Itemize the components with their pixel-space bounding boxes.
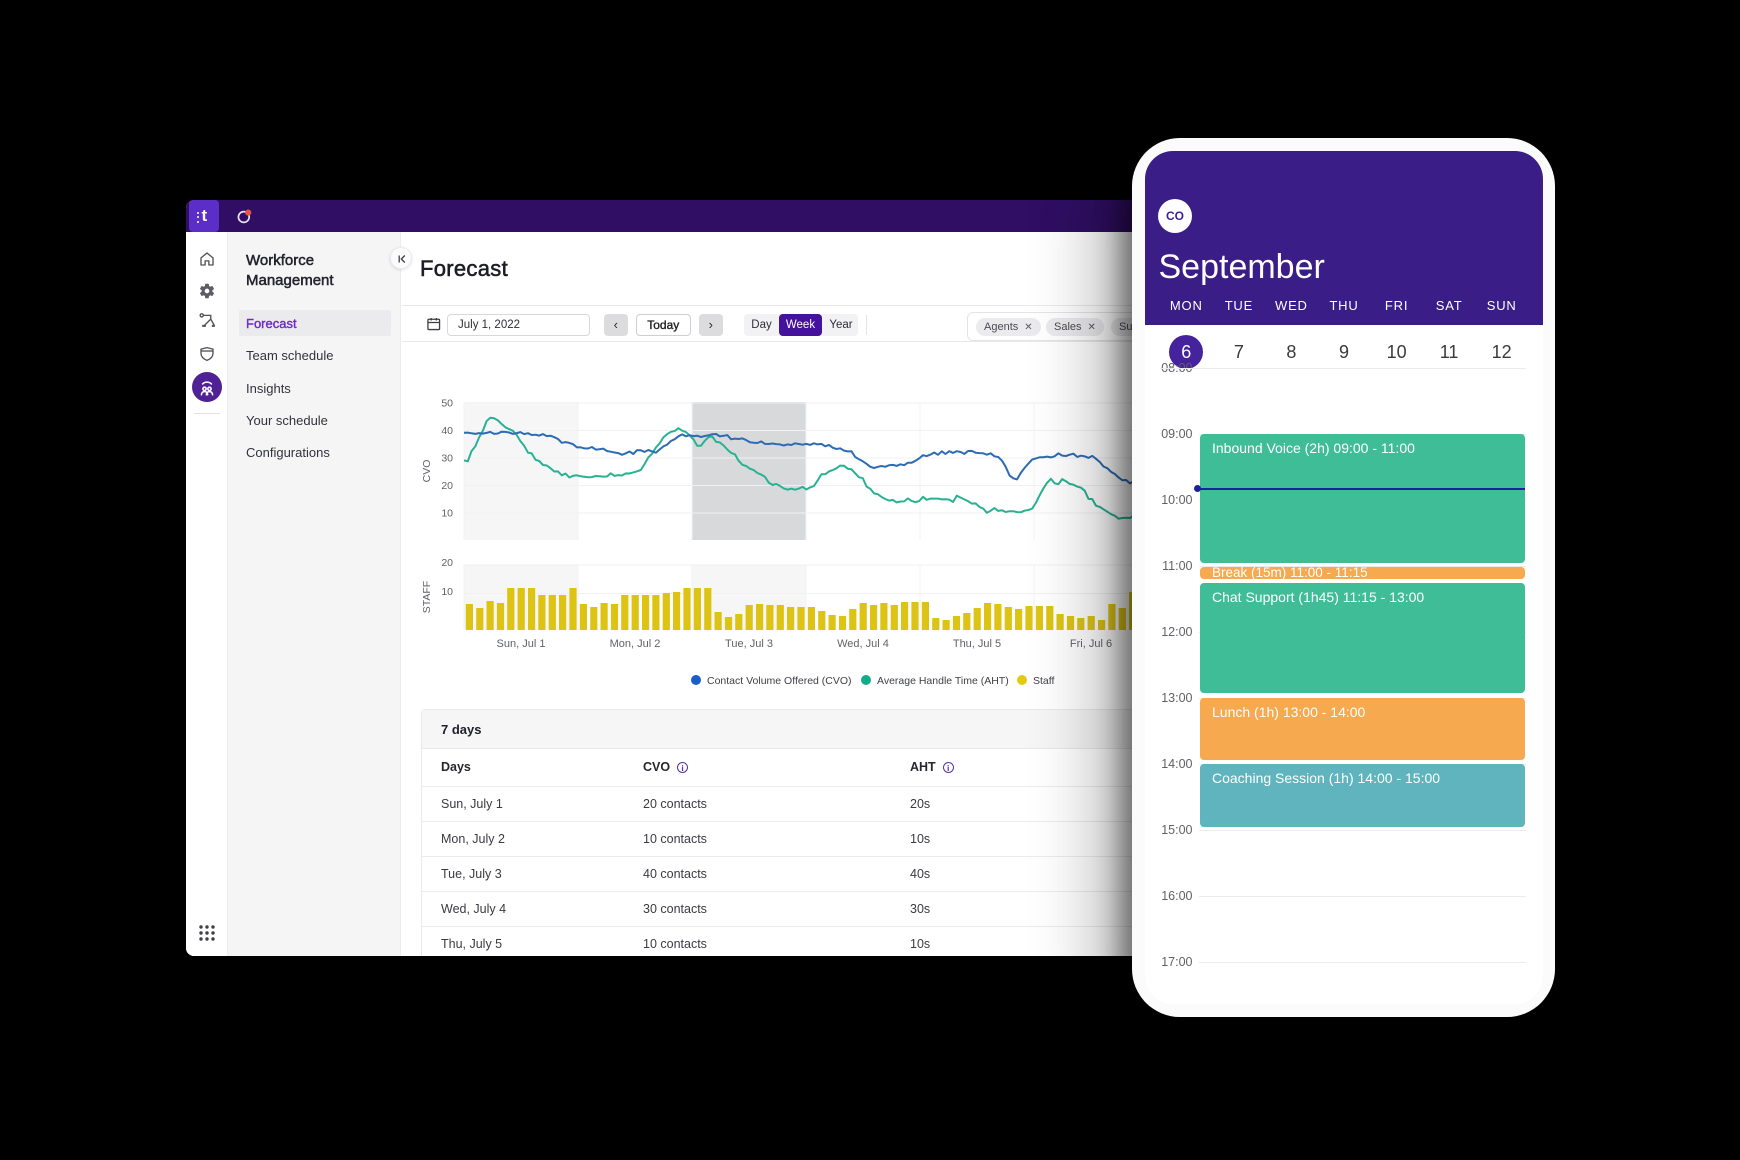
svg-text:Wed, Jul 4: Wed, Jul 4 [837, 638, 889, 650]
svg-text:Tue, Jul 3: Tue, Jul 3 [725, 638, 773, 650]
svg-text:Mon, Jul 2: Mon, Jul 2 [610, 638, 661, 650]
svg-text:20: 20 [441, 480, 453, 492]
svg-text:STAFF: STAFF [421, 581, 433, 613]
svg-text:10: 10 [441, 508, 453, 520]
svg-text:Fri, Jul 6: Fri, Jul 6 [1070, 638, 1112, 650]
svg-text:Sun, Jul 1: Sun, Jul 1 [497, 638, 546, 650]
svg-text:50: 50 [441, 398, 453, 410]
svg-text:Thu, Jul 5: Thu, Jul 5 [953, 638, 1001, 650]
svg-text:CVO: CVO [421, 460, 433, 483]
svg-text:30: 30 [441, 453, 453, 465]
svg-text:40: 40 [441, 425, 453, 437]
svg-text:10: 10 [441, 586, 453, 598]
svg-text:20: 20 [441, 557, 453, 569]
